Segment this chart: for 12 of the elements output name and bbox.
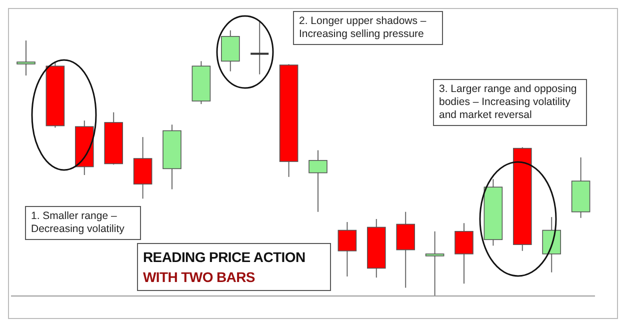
annotation: 1. Smaller range – Decreasing volatility: [25, 206, 141, 240]
candlestick: [454, 222, 474, 284]
candlestick: [250, 21, 270, 75]
candlestick: [425, 230, 444, 296]
candlestick: [16, 40, 36, 76]
text: WITH TWO BARS: [143, 268, 256, 287]
candlestick: [338, 222, 357, 277]
annotation: 3. Larger range and opposing bodies – Increasing volatility and market reversal: [433, 79, 587, 126]
candlestick: [308, 150, 328, 212]
text: READING PRICE ACTION: [143, 248, 306, 267]
annotation: 2. Longer upper shadows – Increasing selling pressure: [293, 11, 443, 45]
candlestick: [542, 216, 561, 273]
